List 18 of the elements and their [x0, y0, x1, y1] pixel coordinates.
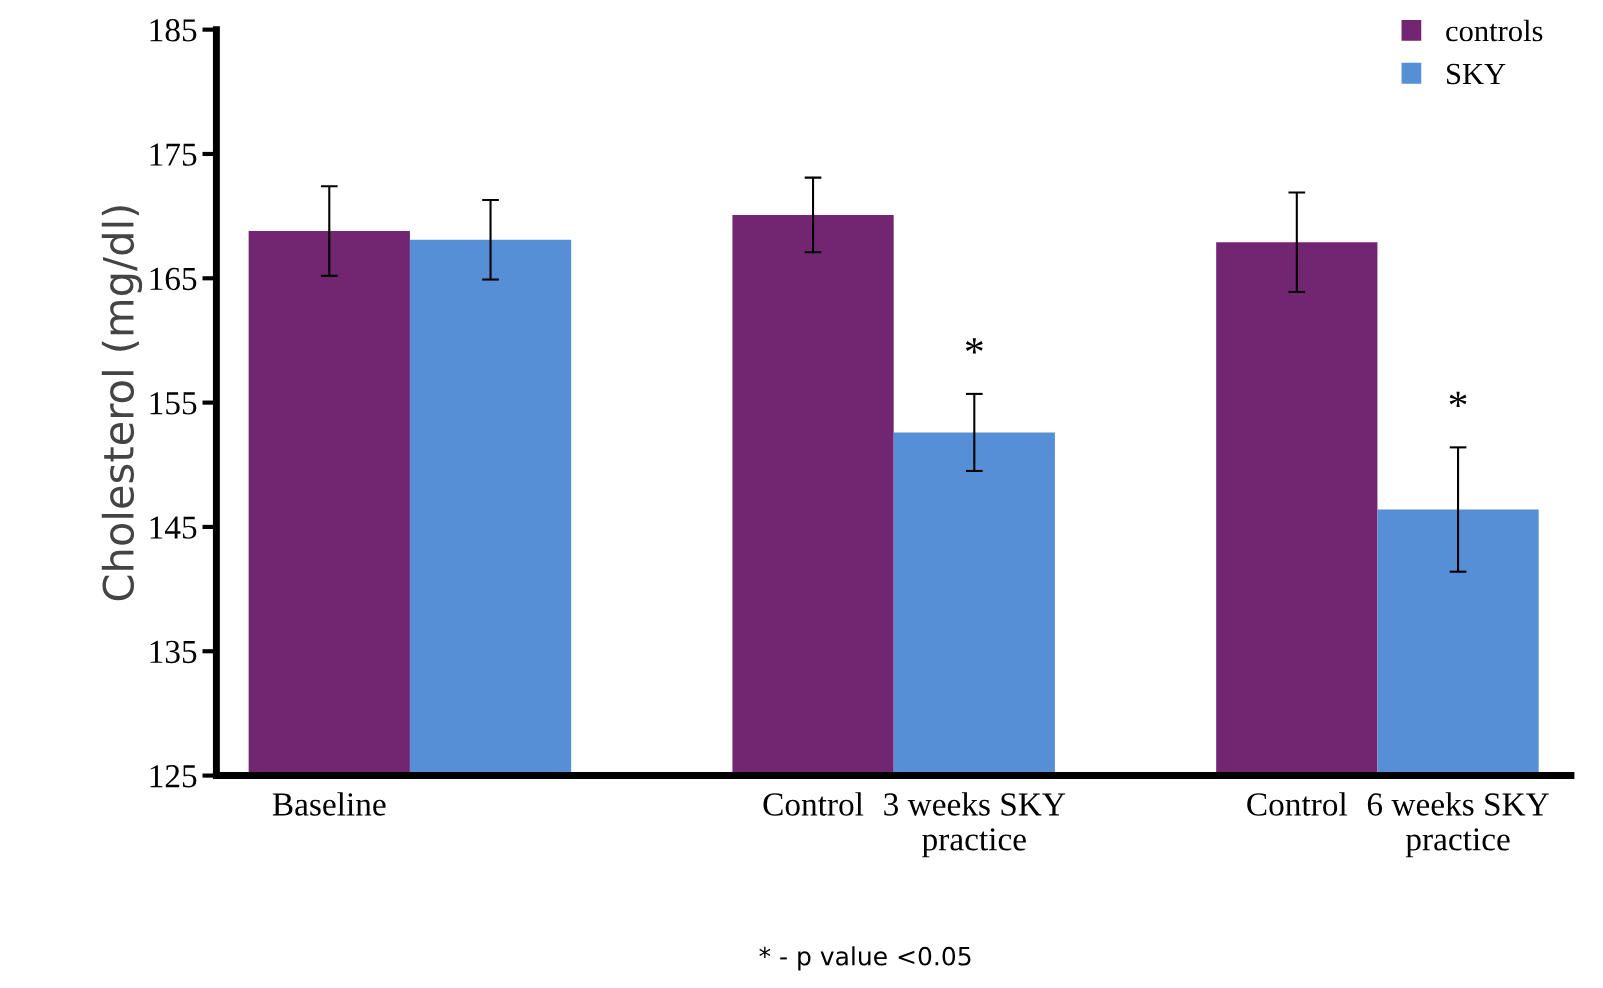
- x-tick-label: 6 weeks SKY practice: [1367, 792, 1549, 858]
- data-label: *: [965, 338, 983, 354]
- data-label: *: [1449, 391, 1467, 408]
- y-tick-label: 155: [150, 392, 197, 415]
- legend-label: controls: [1446, 19, 1543, 42]
- x-tick-label: Control: [763, 792, 864, 816]
- y-tick-label: 135: [150, 640, 197, 664]
- y-tick-label: 185: [150, 19, 197, 42]
- x-tick-label: Baseline: [272, 792, 386, 816]
- y-tick-label: 125: [150, 765, 197, 788]
- text: * - p value <0.05: [759, 946, 971, 971]
- x-tick-label: Control: [1247, 792, 1348, 816]
- y-tick-label: 165: [150, 267, 197, 291]
- y-tick-label: 145: [150, 516, 197, 539]
- y-tick-label: 175: [150, 143, 197, 166]
- x-tick-label: 3 weeks SKY practice: [884, 792, 1066, 858]
- y-axis-title: Cholesterol (mg/dl): [101, 206, 143, 601]
- legend-label: SKY: [1447, 63, 1506, 85]
